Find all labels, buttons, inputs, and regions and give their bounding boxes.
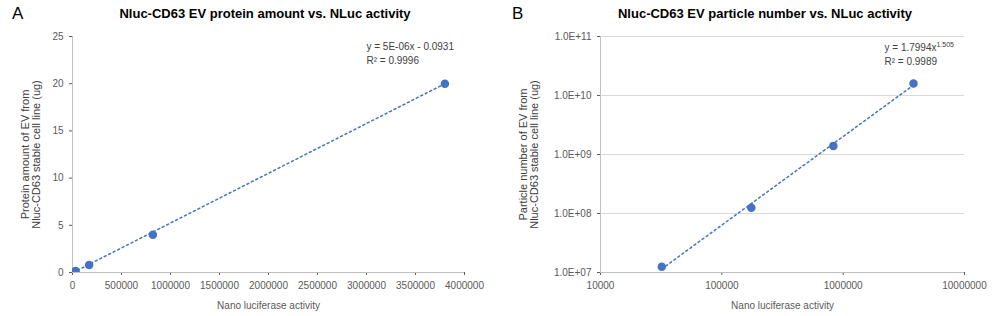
svg-text:1.0E+09: 1.0E+09 — [554, 149, 592, 160]
svg-text:Nano luciferase activity: Nano luciferase activity — [217, 300, 320, 311]
html-text:A: A — [12, 4, 24, 23]
svg-text:15: 15 — [52, 125, 64, 136]
svg-text:10: 10 — [52, 172, 64, 183]
svg-text:2500000: 2500000 — [298, 280, 337, 291]
svg-text:Protein amount of EV fromNluc-: Protein amount of EV fromNluc-CD63 stabl… — [19, 80, 42, 229]
svg-text:5: 5 — [58, 220, 64, 231]
svg-text:1.0E+07: 1.0E+07 — [554, 267, 592, 278]
html-text:y = 5E-06x - 0.0931: y = 5E-06x - 0.0931 — [366, 41, 454, 52]
html-text:B: B — [512, 4, 524, 23]
html-text:R² = 0.9989: R² = 0.9989 — [884, 55, 937, 67]
svg-text:1000000: 1000000 — [824, 280, 863, 291]
svg-text:1.0E+10: 1.0E+10 — [554, 90, 592, 101]
svg-text:100000: 100000 — [705, 280, 739, 291]
html-text:Nluc-CD63 EV particle number v: Nluc-CD63 EV particle number vs. NLuc ac… — [618, 6, 912, 21]
svg-text:0: 0 — [58, 267, 64, 278]
svg-text:4000000: 4000000 — [445, 280, 484, 291]
html-text:R² = 0.9996: R² = 0.9996 — [366, 54, 419, 66]
svg-text:Nano luciferase activity: Nano luciferase activity — [731, 300, 834, 311]
svg-text:10000: 10000 — [587, 280, 615, 291]
svg-text:1500000: 1500000 — [200, 280, 239, 291]
svg-text:Particle number of EV fromNluc: Particle number of EV fromNluc-CD63 stab… — [517, 80, 540, 229]
svg-text:500000: 500000 — [105, 280, 139, 291]
svg-text:1000000: 1000000 — [151, 280, 190, 291]
svg-text:2000000: 2000000 — [249, 280, 288, 291]
svg-text:25: 25 — [52, 31, 64, 42]
svg-text:20: 20 — [52, 78, 64, 89]
html-text:y = 1.7994x1.505: y = 1.7994x1.505 — [884, 41, 954, 54]
svg-text:0: 0 — [70, 280, 76, 291]
svg-text:1.0E+11: 1.0E+11 — [555, 31, 592, 42]
svg-text:3500000: 3500000 — [396, 280, 435, 291]
html-text:Nluc-CD63 EV protein amount vs: Nluc-CD63 EV protein amount vs. NLuc act… — [119, 6, 411, 21]
svg-text:3000000: 3000000 — [347, 280, 386, 291]
svg-text:10000000: 10000000 — [942, 280, 987, 291]
svg-text:1.0E+08: 1.0E+08 — [554, 208, 592, 219]
